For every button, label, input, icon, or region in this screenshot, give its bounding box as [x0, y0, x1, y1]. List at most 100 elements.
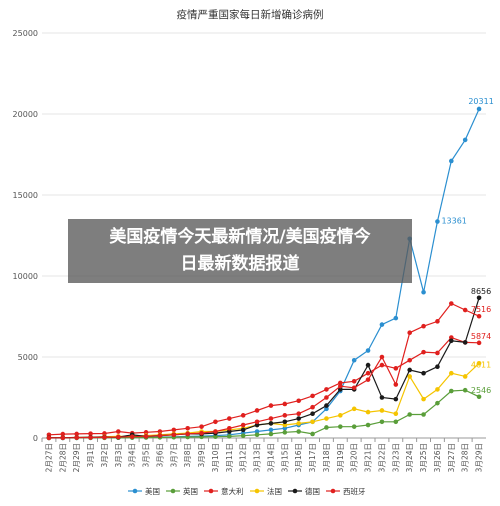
x-tick-label: 3月22日	[377, 443, 386, 472]
legend-label: 德国	[305, 486, 320, 496]
y-tick-label: 10000	[13, 272, 38, 281]
x-tick-label: 3月24日	[405, 443, 414, 472]
data-label: 7516	[471, 305, 491, 314]
data-point	[143, 430, 149, 435]
series-line-4	[48, 297, 480, 439]
series-lines	[46, 106, 482, 441]
data-label: 5874	[471, 332, 491, 341]
y-tick-label: 5000	[18, 353, 38, 362]
data-point	[310, 419, 315, 425]
data-point	[296, 421, 301, 426]
data-point	[282, 422, 288, 428]
x-tick-label: 3月5日	[142, 443, 151, 468]
data-point	[476, 295, 482, 301]
data-point	[449, 301, 454, 306]
data-point	[240, 413, 246, 418]
data-point	[240, 427, 246, 433]
data-point	[227, 429, 232, 434]
x-tick-label: 2月27日	[44, 443, 53, 472]
data-point	[60, 435, 66, 441]
data-point	[282, 430, 288, 435]
data-point	[435, 319, 440, 324]
data-point	[46, 435, 52, 441]
data-point	[351, 424, 357, 429]
data-point	[407, 367, 412, 373]
data-point	[213, 434, 218, 440]
data-point	[88, 435, 93, 440]
data-point	[351, 357, 357, 363]
data-point	[379, 322, 385, 327]
data-point	[421, 396, 426, 402]
series-line-3	[48, 362, 480, 439]
data-point	[435, 219, 440, 224]
data-point	[393, 315, 399, 321]
data-label: 2546	[471, 386, 491, 395]
headline-overlay: 美国疫情今天最新情况/美国疫情今 日最新数据报道	[68, 219, 412, 283]
data-point	[324, 425, 329, 430]
data-point	[379, 408, 385, 413]
data-point	[476, 361, 482, 366]
data-point	[254, 419, 260, 425]
data-point	[379, 354, 385, 360]
data-point	[324, 406, 329, 412]
data-point	[379, 395, 385, 400]
x-tick-label: 3月13日	[253, 443, 262, 472]
data-point	[157, 433, 163, 438]
x-tick-label: 2月29日	[72, 443, 81, 472]
data-point	[213, 419, 218, 425]
x-tick-label: 3月11日	[225, 443, 234, 472]
data-point	[351, 385, 357, 391]
data-point	[351, 379, 357, 384]
data-point	[421, 412, 426, 417]
data-point	[282, 419, 288, 425]
data-point	[435, 350, 440, 356]
legend-label: 美国	[145, 486, 160, 496]
data-point	[407, 374, 412, 379]
data-point	[240, 433, 246, 439]
data-point	[268, 431, 274, 437]
data-point	[421, 323, 426, 329]
data-point	[476, 394, 482, 400]
x-tick-label: 3月10日	[211, 443, 220, 472]
x-tick-label: 3月2日	[100, 443, 109, 468]
data-point	[338, 387, 343, 392]
data-point	[296, 429, 301, 434]
data-point	[379, 419, 385, 425]
x-tick-label: 3月23日	[391, 443, 400, 472]
x-tick-label: 3月9日	[197, 443, 206, 468]
legend-label: 法国	[267, 486, 282, 496]
data-point	[324, 387, 329, 392]
data-point	[268, 427, 274, 433]
x-tick-label: 3月27日	[447, 443, 456, 472]
data-point	[338, 383, 343, 389]
data-point	[365, 370, 371, 376]
data-point	[365, 348, 371, 353]
x-tick-label: 3月20日	[350, 443, 359, 472]
x-tick-label: 3月14日	[266, 443, 275, 472]
x-tick-label: 3月17日	[308, 443, 317, 472]
data-point	[310, 411, 315, 417]
data-point	[227, 416, 232, 421]
y-tick-label: 20000	[13, 110, 38, 119]
data-point	[338, 424, 343, 429]
data-label: 20311	[468, 97, 493, 106]
data-point	[171, 427, 177, 433]
data-point	[338, 413, 343, 418]
data-point	[449, 338, 454, 344]
legend-label: 西班牙	[343, 486, 366, 496]
data-point	[476, 313, 482, 319]
data-point	[407, 357, 412, 363]
data-point	[379, 362, 385, 368]
data-point	[310, 404, 315, 410]
data-point	[407, 412, 412, 417]
data-point	[74, 435, 79, 440]
data-point	[116, 429, 121, 434]
legend-swatch-marker	[132, 488, 138, 494]
series-line-1	[48, 389, 480, 439]
data-point	[324, 403, 329, 408]
data-point	[143, 434, 149, 439]
x-tick-label: 3月4日	[128, 443, 137, 468]
legend-swatch-marker	[254, 488, 260, 494]
data-point	[476, 106, 482, 112]
data-point	[449, 388, 454, 394]
